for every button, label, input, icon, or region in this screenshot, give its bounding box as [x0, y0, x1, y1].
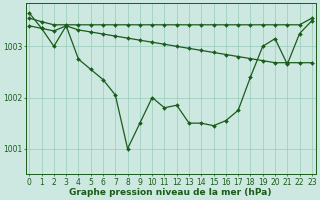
X-axis label: Graphe pression niveau de la mer (hPa): Graphe pression niveau de la mer (hPa)	[69, 188, 272, 197]
